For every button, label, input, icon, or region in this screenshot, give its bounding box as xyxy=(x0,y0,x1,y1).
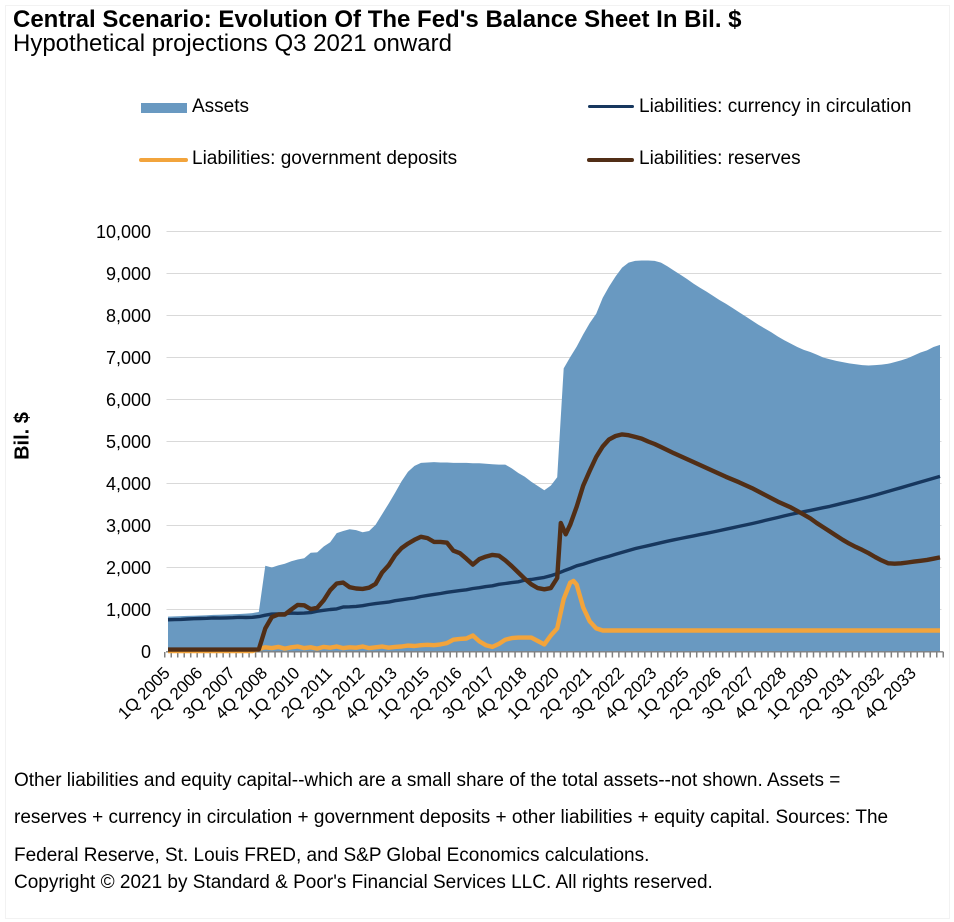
svg-text:1,000: 1,000 xyxy=(106,600,151,620)
svg-text:5,000: 5,000 xyxy=(106,432,151,452)
svg-text:7,000: 7,000 xyxy=(106,348,151,368)
svg-text:10,000: 10,000 xyxy=(96,222,151,242)
svg-text:2,000: 2,000 xyxy=(106,558,151,578)
svg-text:0: 0 xyxy=(141,642,151,662)
svg-text:9,000: 9,000 xyxy=(106,264,151,284)
svg-text:4,000: 4,000 xyxy=(106,474,151,494)
svg-text:8,000: 8,000 xyxy=(106,306,151,326)
svg-text:3,000: 3,000 xyxy=(106,516,151,536)
svg-text:6,000: 6,000 xyxy=(106,390,151,410)
